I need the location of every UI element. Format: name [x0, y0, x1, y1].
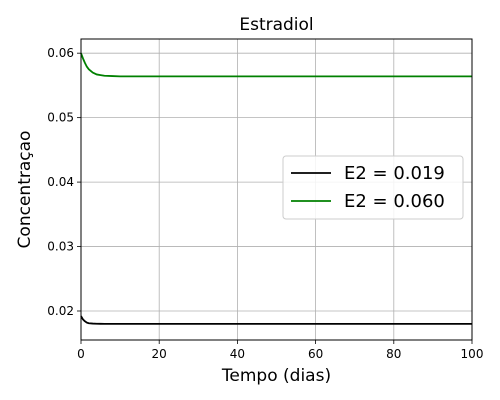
chart-title: Estradiol [239, 15, 313, 35]
y-tick-label: 0.02 [47, 304, 74, 318]
x-axis-label: Tempo (dias) [221, 366, 331, 386]
y-tick-label: 0.04 [47, 175, 74, 189]
legend-label-1: E2 = 0.019 [344, 163, 445, 184]
x-tick-label: 80 [386, 347, 401, 361]
legend: E2 = 0.019 E2 = 0.060 [282, 155, 464, 220]
x-tick-label: 20 [152, 347, 167, 361]
series-line-1 [80, 315, 472, 325]
series-group [80, 52, 472, 325]
y-axis-label: Concentraçao [15, 131, 35, 249]
y-tick-label: 0.05 [47, 111, 74, 125]
y-tick-label: 0.06 [47, 46, 74, 60]
y-tick-label: 0.03 [47, 240, 74, 254]
legend-box [282, 155, 464, 220]
grid [80, 39, 473, 340]
x-tick-label: 60 [308, 347, 323, 361]
plot-frame [80, 38, 473, 341]
legend-label-2: E2 = 0.060 [344, 191, 445, 212]
x-tick-label: 40 [230, 347, 245, 361]
x-tick-label: 0 [77, 347, 85, 361]
x-tick-label: 100 [461, 347, 484, 361]
series-line-2 [80, 52, 472, 78]
ticks: 0 20 40 60 80 100 0.02 0.03 0.04 0.05 0.06 [47, 46, 483, 361]
